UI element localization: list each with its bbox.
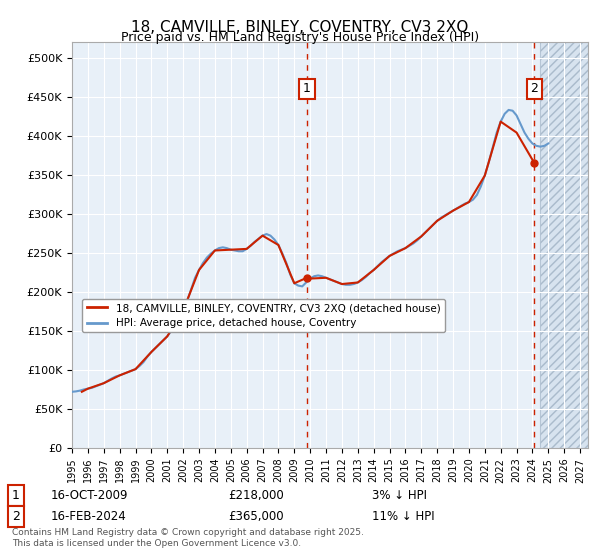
- Bar: [541, 42, 588, 448]
- Text: £218,000: £218,000: [228, 489, 284, 502]
- Text: 3% ↓ HPI: 3% ↓ HPI: [372, 489, 427, 502]
- Legend: 18, CAMVILLE, BINLEY, COVENTRY, CV3 2XQ (detached house), HPI: Average price, de: 18, CAMVILLE, BINLEY, COVENTRY, CV3 2XQ …: [82, 299, 445, 333]
- Text: 16-OCT-2009: 16-OCT-2009: [51, 489, 128, 502]
- Text: 1: 1: [303, 82, 311, 95]
- Text: Price paid vs. HM Land Registry's House Price Index (HPI): Price paid vs. HM Land Registry's House …: [121, 31, 479, 44]
- Text: 18, CAMVILLE, BINLEY, COVENTRY, CV3 2XQ: 18, CAMVILLE, BINLEY, COVENTRY, CV3 2XQ: [131, 20, 469, 35]
- Text: 11% ↓ HPI: 11% ↓ HPI: [372, 510, 434, 523]
- Bar: [541, 42, 588, 448]
- Text: 2: 2: [12, 510, 20, 523]
- Text: 16-FEB-2024: 16-FEB-2024: [51, 510, 127, 523]
- Text: £365,000: £365,000: [228, 510, 284, 523]
- Text: 1: 1: [12, 489, 20, 502]
- Text: Contains HM Land Registry data © Crown copyright and database right 2025.
This d: Contains HM Land Registry data © Crown c…: [12, 528, 364, 548]
- Text: 2: 2: [530, 82, 538, 95]
